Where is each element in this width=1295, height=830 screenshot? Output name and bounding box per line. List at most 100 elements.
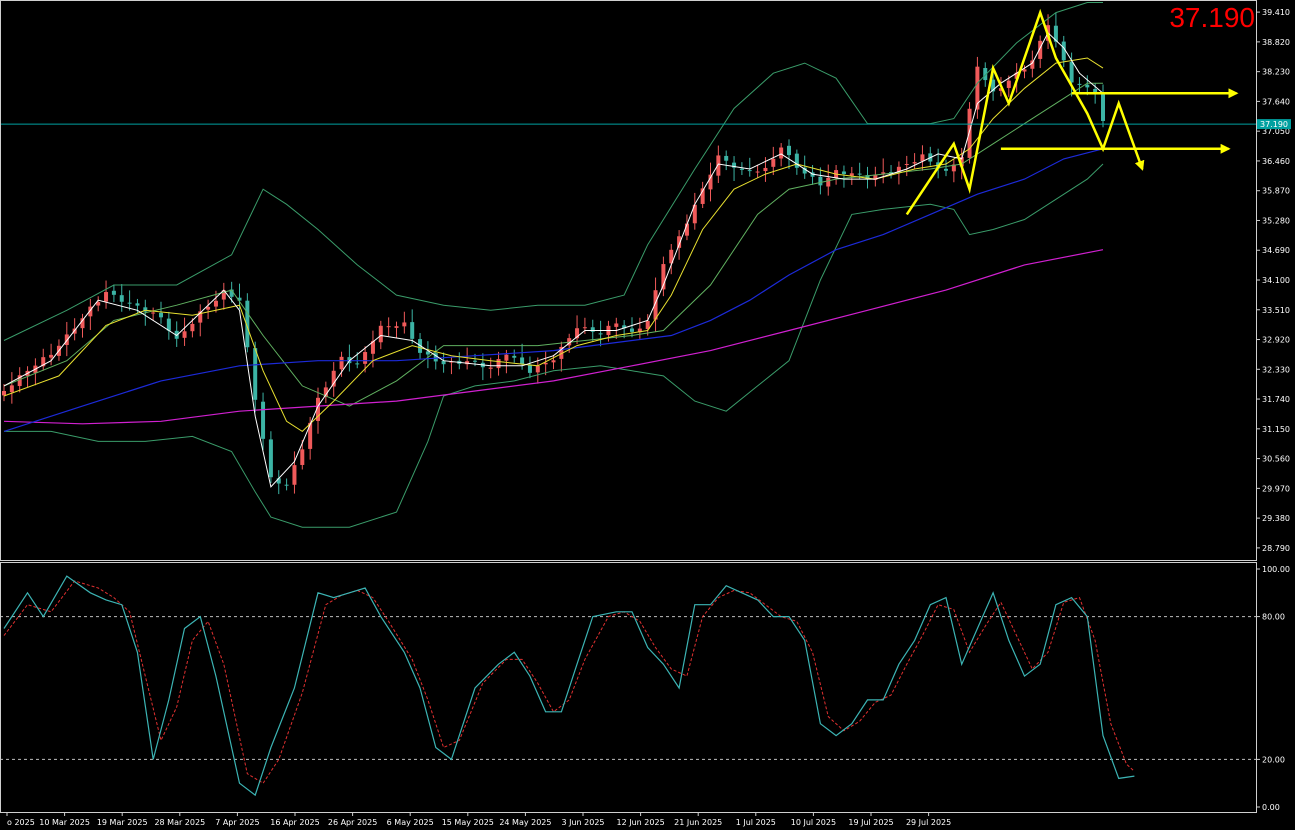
candle-body	[551, 360, 556, 363]
candle-body	[151, 312, 156, 314]
candle-body	[449, 361, 454, 363]
candle-body	[127, 302, 132, 304]
x-tick-label: 19 Mar 2025	[97, 818, 148, 827]
candle-body	[590, 327, 595, 332]
y-tick-label: 34.690	[1262, 246, 1290, 255]
current-price-tag-label: 37.190	[1260, 120, 1288, 129]
candle-body	[873, 174, 878, 180]
candle-body	[1061, 41, 1066, 61]
stoch-y-tick-label: 20.00	[1262, 755, 1285, 764]
candle-body	[339, 356, 344, 370]
x-tick-label: 12 Jun 2025	[617, 818, 665, 827]
candle-body	[1014, 72, 1019, 79]
candle-body	[755, 171, 760, 173]
x-tick-label: 26 Apr 2025	[328, 818, 377, 827]
candle-body	[692, 204, 697, 224]
candle-body	[378, 325, 383, 343]
candle-body	[221, 290, 226, 300]
candle-body	[975, 66, 980, 110]
candle-body	[64, 334, 69, 345]
candle-body	[159, 312, 163, 318]
candle-body	[292, 465, 297, 485]
candle-body	[912, 162, 917, 164]
candle-body	[213, 300, 218, 307]
y-tick-label: 39.410	[1262, 8, 1290, 17]
y-tick-label: 37.050	[1262, 127, 1290, 136]
candle-body	[2, 390, 6, 396]
candle-body	[1093, 88, 1098, 93]
x-tick-label: 10 Jul 2025	[791, 818, 836, 827]
candle-body	[677, 236, 682, 248]
candle-body	[111, 290, 116, 295]
x-tick-label: 19 Jul 2025	[848, 818, 893, 827]
stoch-y-tick-label: 100.00	[1262, 565, 1290, 574]
x-tick-label: 6 May 2025	[387, 818, 434, 827]
candle-body	[653, 290, 658, 320]
candle-body	[527, 364, 532, 373]
candle-body	[1085, 84, 1090, 88]
y-tick-label: 37.640	[1262, 97, 1290, 106]
candle-body	[614, 323, 619, 327]
candle-body	[355, 363, 360, 365]
candle-body	[104, 292, 109, 302]
candle-body	[300, 449, 305, 465]
candle-body	[708, 174, 713, 190]
y-tick-label: 32.920	[1262, 336, 1290, 345]
candle-body	[410, 322, 415, 339]
x-tick-label: 1 Jul 2025	[736, 818, 776, 827]
candle-body	[951, 164, 956, 172]
candle-body	[206, 306, 211, 310]
x-tick-label: 24 May 2025	[499, 818, 551, 827]
candle-body	[229, 289, 234, 297]
ma-fast-line	[3, 31, 1104, 488]
y-tick-label: 29.970	[1262, 484, 1290, 493]
stoch-y-tick-label: 80.00	[1262, 613, 1285, 622]
candle-body	[41, 357, 46, 367]
candle-body	[1077, 83, 1082, 85]
y-tick-label: 33.510	[1262, 306, 1290, 315]
candle-body	[716, 155, 721, 176]
candle-body	[17, 375, 22, 387]
stoch-y-tick-label: 0.00	[1262, 803, 1280, 812]
ma-magenta-line	[3, 249, 1104, 425]
candle-body	[80, 318, 85, 329]
candle-body	[331, 370, 336, 387]
candle-body	[402, 322, 407, 327]
candle-body	[794, 153, 799, 168]
candle-body	[700, 188, 705, 204]
candle-body	[559, 346, 564, 359]
bollinger-mid-line	[3, 82, 1103, 407]
candle-body	[512, 355, 517, 358]
candle-body	[535, 365, 540, 373]
candle-body	[802, 167, 807, 174]
candle-body	[684, 223, 689, 236]
candle-body	[135, 303, 140, 306]
candle-body	[9, 385, 14, 393]
candle-body	[143, 307, 148, 312]
candle-body	[637, 328, 642, 333]
candle-body	[881, 172, 886, 174]
y-tick-label: 29.380	[1262, 514, 1290, 523]
candle-body	[598, 333, 603, 335]
candle-body	[166, 318, 171, 331]
x-tick-label: 3 Jun 2025	[561, 818, 604, 827]
candle-body	[967, 108, 972, 158]
candle-body	[308, 422, 313, 449]
candle-body	[763, 167, 768, 172]
candle-body	[543, 362, 548, 365]
candle-body	[1038, 40, 1043, 59]
y-tick-label: 35.280	[1262, 216, 1290, 225]
candle-body	[441, 360, 446, 365]
candle-body	[575, 328, 580, 339]
candle-body	[268, 439, 273, 478]
candle-body	[779, 147, 784, 159]
ma-yellow-line	[3, 57, 1104, 433]
x-tick-label: 16 Apr 2025	[270, 818, 319, 827]
annotation-arrow	[905, 8, 1145, 216]
candle-body	[496, 359, 501, 369]
candle-body	[386, 326, 391, 328]
y-tick-label: 38.820	[1262, 38, 1290, 47]
candle-body	[826, 177, 831, 187]
candle-body	[998, 88, 1003, 91]
